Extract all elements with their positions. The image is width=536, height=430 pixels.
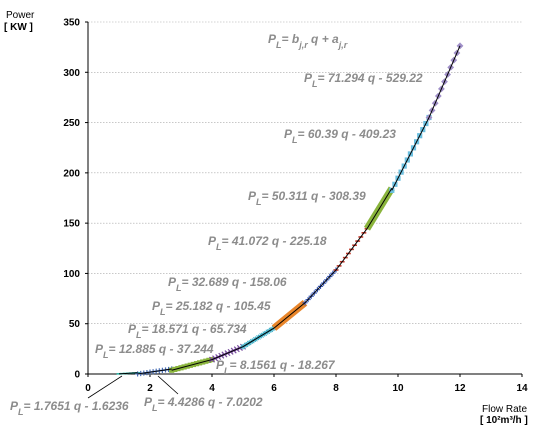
y-tick-label: 100 xyxy=(63,269,80,280)
x-tick-label: 4 xyxy=(209,383,215,394)
leader-line-2 xyxy=(157,375,179,395)
y-axis-label-line2: [ KW ] xyxy=(4,22,33,33)
y-axis-label-line1: Power xyxy=(6,10,35,21)
fit-segment-4 xyxy=(211,346,244,361)
fit-segment-6 xyxy=(273,302,306,329)
y-tick-labels: 0 50 100 150 200 250 300 350 xyxy=(63,18,88,381)
equation-label-5: PL= 18.571 q - 65.734 xyxy=(128,322,247,340)
equation-label-6: PL= 25.182 q - 105.45 xyxy=(152,299,271,317)
y-tick-label: 150 xyxy=(63,219,80,230)
y-tick-label: 0 xyxy=(74,370,80,381)
equation-label-3: PL= 8.1561 q - 18.267 xyxy=(216,358,336,376)
leader-lines xyxy=(87,375,179,399)
equation-label-10: PL= 60.39 q - 409.23 xyxy=(284,127,396,145)
fit-segment-3 xyxy=(171,359,213,371)
general-formula: PL= bj,r q + aj,r xyxy=(268,32,348,50)
y-tick-label: 350 xyxy=(63,18,80,29)
fit-segment-10 xyxy=(391,117,430,191)
equation-label-1: PL= 1.7651 q - 1.6236 xyxy=(10,399,129,417)
equation-label-11: PL= 71.294 q - 529.22 xyxy=(304,71,423,89)
x-tick-label: 8 xyxy=(333,383,339,394)
x-tick-label: 10 xyxy=(392,383,404,394)
fit-segment-11 xyxy=(428,45,461,118)
leader-line-1 xyxy=(87,375,123,399)
fit-segment-1 xyxy=(118,372,138,375)
gridlines xyxy=(88,21,522,325)
fit-segment-7 xyxy=(304,269,337,304)
equation-label-7: PL= 32.689 q - 158.06 xyxy=(168,275,287,293)
x-tick-labels: 0 2 4 6 8 10 12 14 xyxy=(85,374,528,394)
x-tick-label: 6 xyxy=(271,383,277,394)
y-tick-label: 50 xyxy=(69,319,81,330)
fit-segment-8 xyxy=(335,228,368,271)
x-axis-label-line2: [ 10²m³/h ] xyxy=(480,415,528,426)
y-tick-label: 200 xyxy=(63,168,80,179)
x-axis-label-line1: Flow Rate xyxy=(482,404,527,415)
fitted-curve xyxy=(118,45,461,375)
equation-label-2: PL= 4.4286 q - 7.0202 xyxy=(144,395,263,413)
fit-segment-9 xyxy=(366,188,393,230)
segment-equations: PL= bj,r q + aj,r PL= 71.294 q - 529.22 … xyxy=(10,32,423,417)
x-tick-label: 12 xyxy=(454,383,466,394)
x-tick-label: 0 xyxy=(85,383,91,394)
x-tick-label: 14 xyxy=(516,383,528,394)
equation-label-8: PL= 41.072 q - 225.18 xyxy=(208,234,327,252)
y-tick-label: 300 xyxy=(63,68,80,79)
x-tick-label: 2 xyxy=(147,383,153,394)
fit-segment-2 xyxy=(137,368,172,375)
fit-segment-5 xyxy=(242,327,275,348)
equation-label-4: PL= 12.885 q - 37.244 xyxy=(95,342,214,360)
equation-label-9: PL= 50.311 q - 308.39 xyxy=(248,189,366,207)
y-tick-label: 250 xyxy=(63,118,80,129)
axes xyxy=(87,22,522,375)
